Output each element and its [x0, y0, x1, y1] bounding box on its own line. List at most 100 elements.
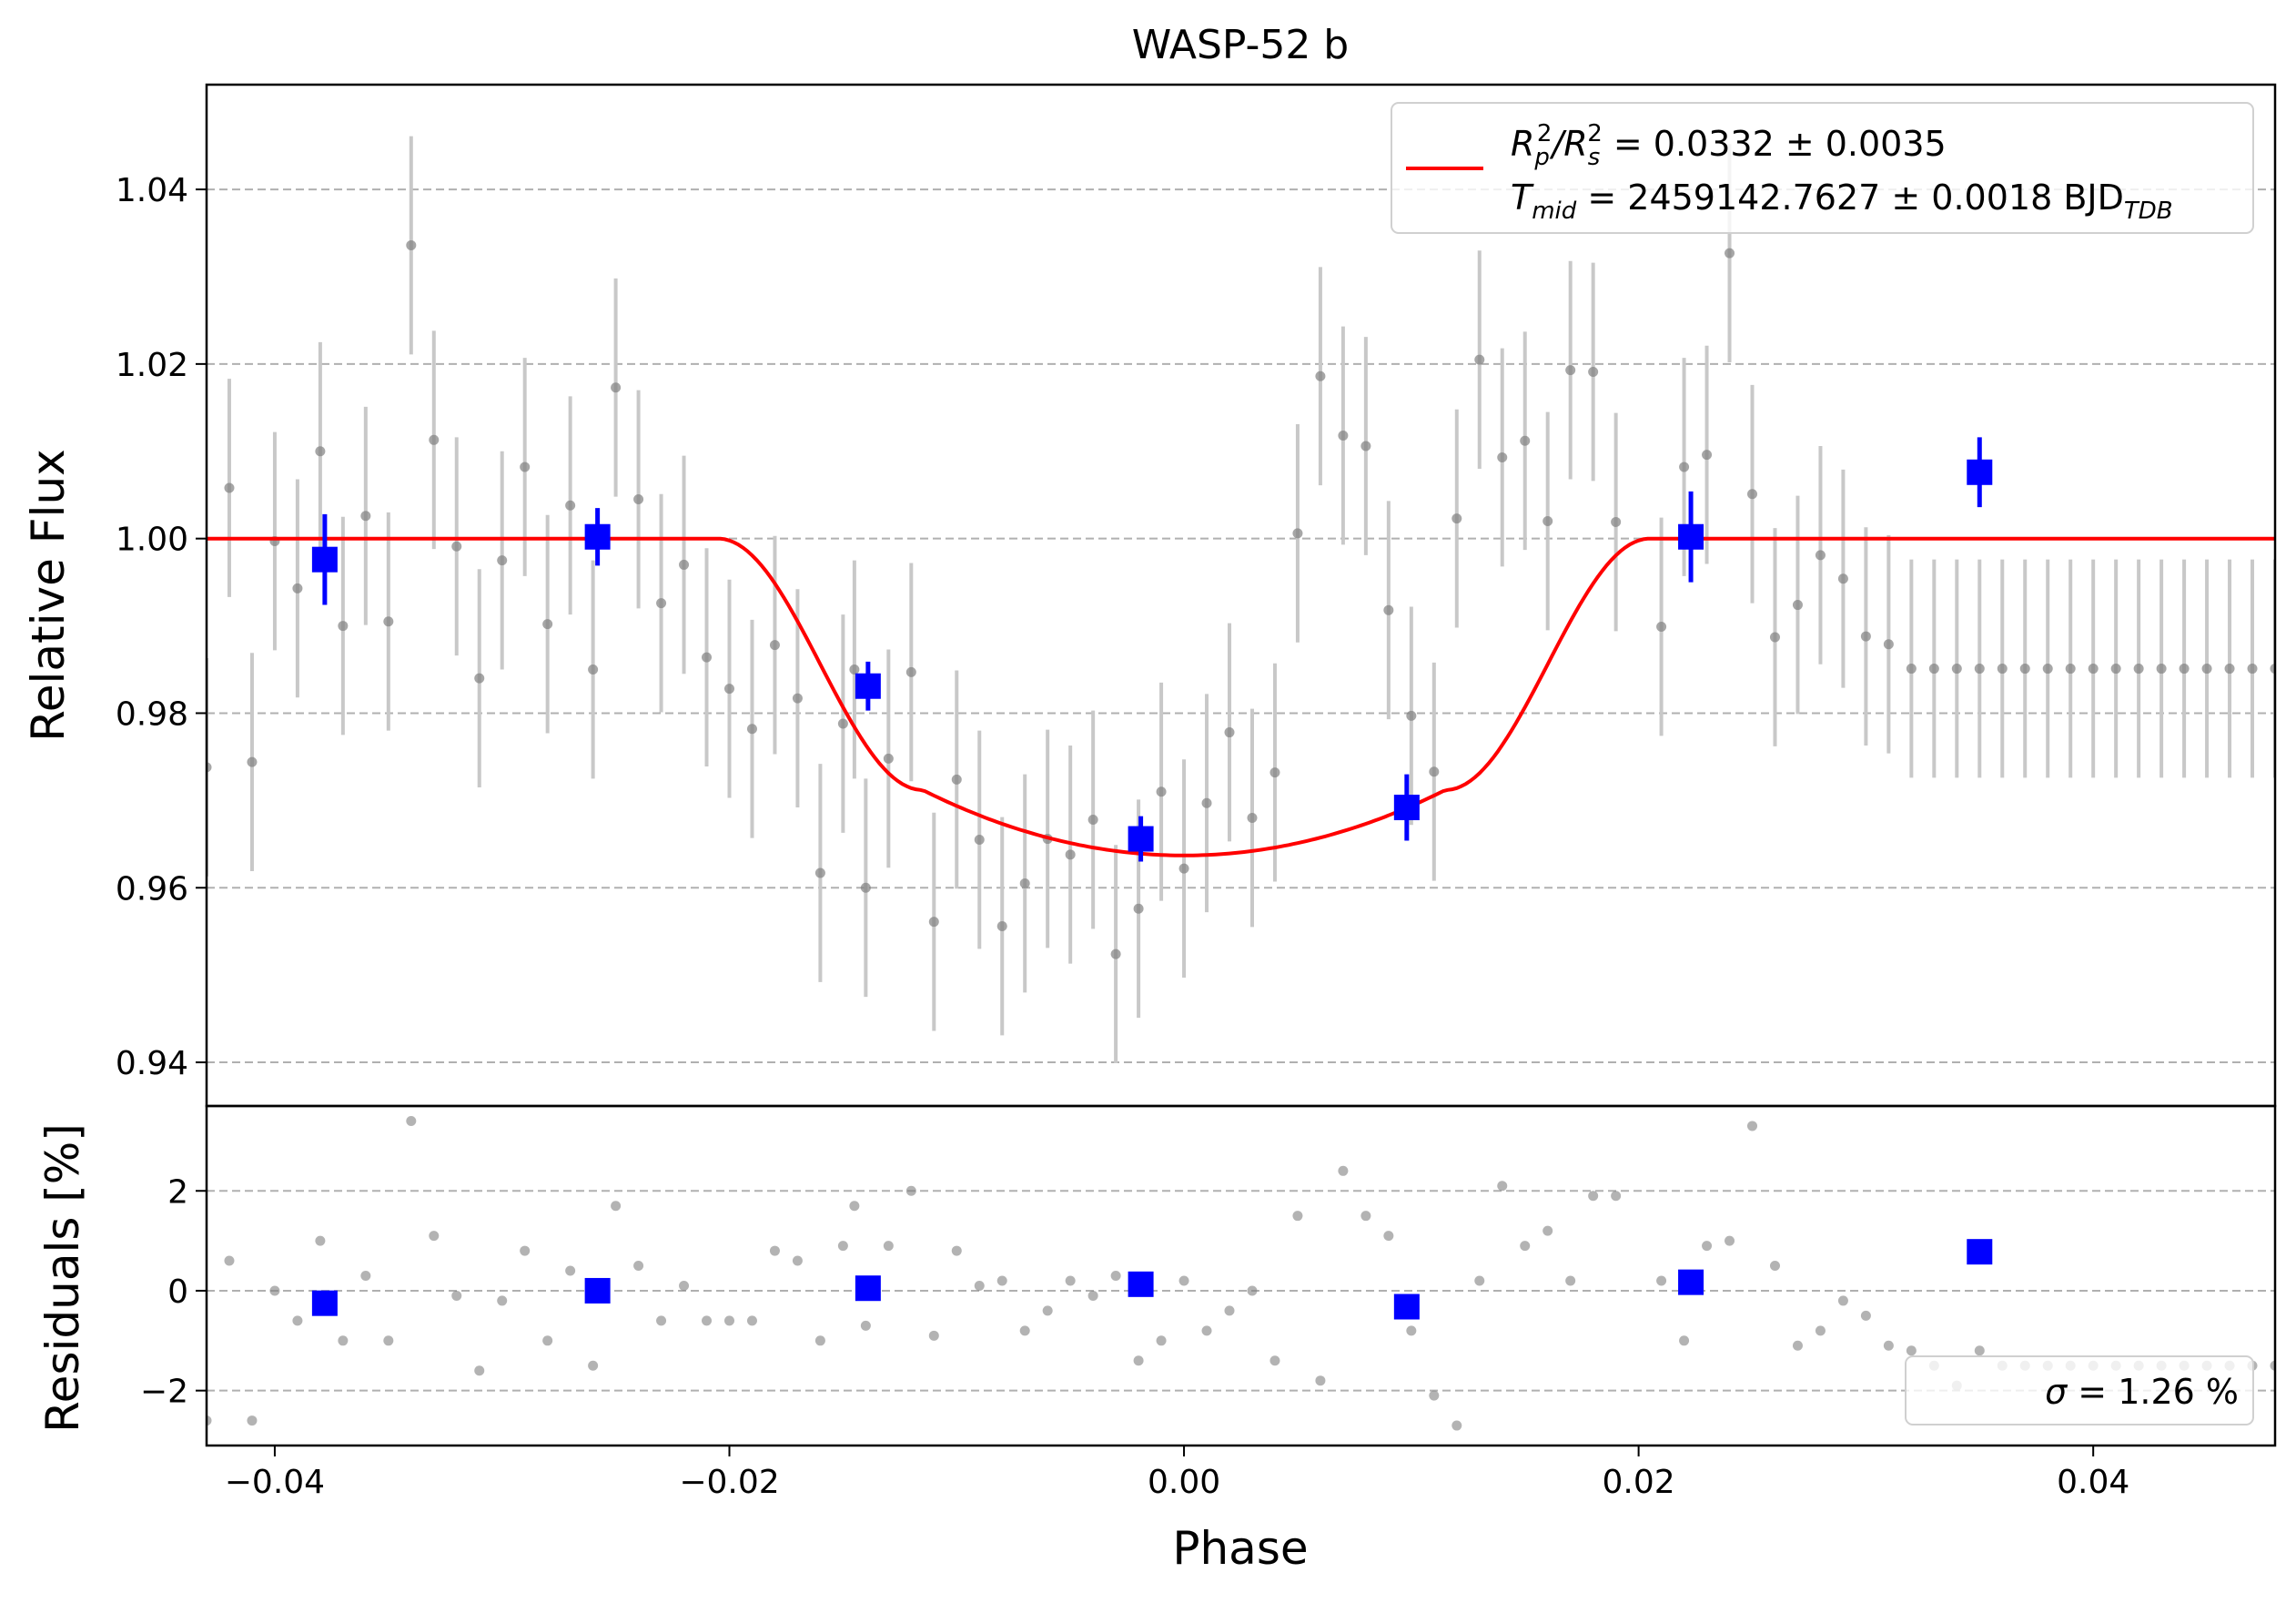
residual-point	[1087, 1290, 1098, 1301]
chart-title: WASP-52 b	[1132, 22, 1349, 68]
residual-point	[292, 1315, 303, 1326]
data-point	[849, 665, 860, 675]
residual-binned-points	[311, 1239, 1993, 1320]
residual-point	[1860, 1310, 1871, 1321]
data-point	[2065, 664, 2076, 675]
binned-point	[311, 546, 338, 573]
residual-point	[905, 1185, 916, 1196]
residual-point	[611, 1201, 622, 1212]
data-point	[1474, 354, 1485, 365]
residual-point	[1769, 1261, 1780, 1272]
residual-point	[656, 1315, 667, 1326]
data-point	[1224, 727, 1235, 738]
residual-point	[1906, 1345, 1917, 1356]
data-point	[723, 684, 734, 695]
data-point	[2247, 664, 2258, 675]
x-tick-label: −0.02	[679, 1464, 779, 1501]
residual-point	[928, 1330, 939, 1341]
data-point	[1679, 462, 1690, 472]
data-point	[633, 494, 644, 505]
data-point	[1611, 516, 1622, 527]
residual-point	[1110, 1271, 1121, 1281]
data-point	[1837, 573, 1848, 584]
residual-point	[814, 1335, 825, 1346]
residual-point	[1247, 1285, 1258, 1296]
residual-point	[883, 1241, 894, 1252]
residual-point	[849, 1201, 860, 1212]
data-point	[1383, 604, 1394, 615]
residual-y-tick-label: 0	[167, 1273, 188, 1311]
residual-point	[451, 1290, 462, 1301]
legend-box: Rp2/Rs2 = 0.0332 ± 0.0035 Tmid = 2459142…	[1391, 102, 2254, 234]
residual-point	[1065, 1275, 1076, 1286]
data-point	[2110, 664, 2121, 675]
data-point	[1951, 664, 1962, 675]
residual-point	[338, 1335, 349, 1346]
residual-point	[520, 1245, 531, 1256]
data-point	[520, 462, 531, 472]
top-y-tick-label: 1.04	[116, 172, 188, 209]
residual-point	[1383, 1231, 1394, 1242]
residual-point	[1815, 1325, 1826, 1336]
residual-point	[746, 1315, 757, 1326]
x-axis-ticks: −0.04 −0.02 0.00 0.02 0.04	[225, 1446, 2129, 1501]
residual-binned-point	[311, 1290, 338, 1316]
data-point	[951, 774, 962, 785]
residual-point	[406, 1115, 417, 1126]
data-point	[360, 511, 371, 522]
residual-point	[1725, 1235, 1735, 1246]
data-point	[679, 559, 690, 570]
data-point	[1429, 766, 1440, 777]
residual-point	[1747, 1121, 1758, 1131]
data-point	[2156, 664, 2167, 675]
residual-point	[383, 1335, 394, 1346]
data-point	[1247, 813, 1258, 824]
data-point	[315, 446, 326, 457]
residual-point	[1269, 1355, 1280, 1366]
data-point	[338, 621, 349, 632]
data-point	[1860, 631, 1871, 642]
residual-point	[1315, 1375, 1326, 1386]
data-point	[247, 756, 258, 767]
data-point	[837, 718, 848, 729]
data-point	[1065, 849, 1076, 860]
data-point	[1702, 450, 1713, 461]
data-point	[474, 673, 485, 684]
x-tick-label: 0.02	[1603, 1464, 1675, 1501]
residual-point	[1451, 1420, 1462, 1431]
residual-point	[633, 1261, 644, 1272]
residual-point	[1542, 1225, 1553, 1236]
sigma-legend-text: σ = 1.26 %	[2045, 1372, 2239, 1412]
residual-point	[565, 1265, 576, 1276]
data-point	[383, 616, 394, 627]
residual-point	[951, 1245, 962, 1256]
residual-point	[1497, 1181, 1508, 1192]
residual-binned-point	[1967, 1239, 1993, 1265]
residual-y-axis-label: Residuals [%]	[36, 1123, 89, 1433]
data-point	[702, 652, 713, 663]
residual-point	[1474, 1275, 1485, 1286]
data-point	[1520, 435, 1531, 446]
x-tick-label: 0.00	[1148, 1464, 1220, 1501]
data-point	[2179, 664, 2190, 675]
binned-point	[1128, 826, 1154, 852]
residual-point	[792, 1255, 803, 1266]
data-point	[1110, 949, 1121, 959]
data-point	[1928, 664, 1939, 675]
binned-point	[1393, 795, 1420, 821]
sigma-legend-box: σ = 1.26 %	[1905, 1355, 2254, 1425]
residual-point	[1702, 1241, 1713, 1252]
residual-point	[1883, 1340, 1894, 1351]
residual-point	[679, 1280, 690, 1291]
data-point	[1725, 248, 1735, 259]
data-point	[207, 762, 212, 773]
data-point	[1747, 489, 1758, 500]
data-point	[1360, 441, 1371, 451]
top-y-tick-label: 0.94	[116, 1045, 188, 1082]
residual-binned-point	[1678, 1269, 1704, 1295]
residual-point	[1224, 1305, 1235, 1316]
top-y-tick-label: 1.00	[116, 522, 188, 559]
residual-point	[474, 1365, 485, 1376]
data-point	[1883, 639, 1894, 650]
data-point	[1133, 903, 1144, 914]
